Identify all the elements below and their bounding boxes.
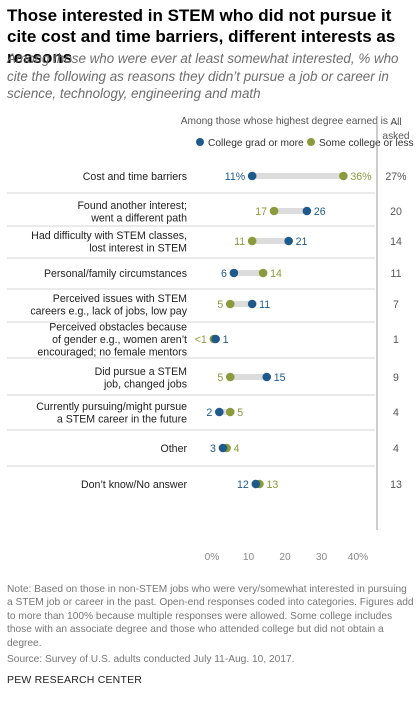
data-label-some-college: 5 [217, 299, 223, 311]
point-college [251, 479, 261, 489]
all-asked-value: 9 [393, 372, 399, 384]
x-tick-label: 10 [243, 552, 255, 563]
x-tick-label: 20 [279, 552, 291, 563]
all-asked-value: 1 [393, 334, 399, 346]
data-label-college: 26 [314, 206, 326, 218]
point-some-college [225, 372, 235, 382]
source-text: Source: Survey of U.S. adults conducted … [7, 654, 295, 665]
data-label-some-college: <1 [195, 334, 207, 346]
data-label-college: 11% [225, 171, 246, 183]
all-asked-value: 7 [393, 299, 399, 311]
x-tick-label: 30 [316, 552, 328, 563]
point-college [229, 268, 239, 278]
legend-label-college: College grad or more [208, 138, 304, 149]
chart-title: Those interested in STEM who did not pur… [7, 6, 396, 67]
group-header: Among those whose highest degree earned … [181, 116, 400, 127]
category-label: Personal/family circumstances [44, 268, 187, 280]
data-label-college: 1 [223, 334, 229, 346]
data-label-college: 6 [221, 268, 227, 280]
point-college [218, 443, 228, 453]
category-label: of gender e.g., women aren’t [52, 334, 187, 346]
chart-subtitle: Among those who were ever at least somew… [7, 51, 399, 101]
data-label-some-college: 11 [234, 236, 245, 248]
data-label-college: 21 [296, 236, 308, 248]
all-asked-value: 4 [393, 443, 399, 455]
category-label: encouraged; no female mentors [37, 347, 187, 359]
point-college [247, 299, 257, 309]
x-tick-label: 0% [205, 552, 220, 563]
all-asked-value: 14 [390, 236, 402, 248]
all-asked-value: 13 [390, 479, 402, 491]
category-label: a STEM career in the future [57, 413, 187, 425]
x-tick-label: 40% [348, 552, 368, 563]
data-label-college: 2 [206, 407, 212, 419]
category-label: Had difficulty with STEM classes, [31, 230, 187, 242]
category-label: Did pursue a STEM [95, 366, 187, 378]
category-label: Don’t know/No answer [81, 479, 187, 491]
all-asked-header-line-1: All [390, 117, 401, 128]
data-label-college: 11 [259, 299, 270, 311]
legend-swatch-college [196, 138, 204, 146]
category-label: careers e.g., lack of jobs, low pay [30, 305, 187, 317]
data-label-college: 12 [237, 479, 249, 491]
category-label: Cost and time barriers [83, 171, 187, 183]
category-label: went a different path [90, 212, 187, 224]
category-label: lost interest in STEM [89, 242, 187, 254]
data-label-some-college: 5 [217, 372, 223, 384]
point-college [284, 236, 293, 246]
data-label-some-college: 13 [266, 479, 278, 491]
point-college [262, 372, 272, 382]
all-asked-value: 11 [391, 268, 402, 280]
data-label-some-college: 36% [350, 171, 372, 183]
category-label: Perceived issues with STEM [53, 293, 187, 305]
note-text: Note: Based on those in non-STEM jobs wh… [7, 584, 414, 649]
point-college [247, 171, 257, 181]
category-label: job, changed jobs [103, 378, 187, 390]
chart-notes: Note: Based on those in non-STEM jobs wh… [7, 583, 415, 650]
point-some-college [225, 299, 235, 309]
data-label-college: 3 [210, 443, 216, 455]
data-label-some-college: 4 [234, 443, 240, 455]
all-asked-value: 27% [385, 171, 407, 183]
point-college [211, 334, 220, 344]
category-label: Currently pursuing/might pursue [36, 401, 187, 413]
data-label-some-college: 14 [270, 268, 282, 280]
org-name: PEW RESEARCH CENTER [7, 674, 143, 686]
all-asked-value: 4 [393, 407, 399, 419]
category-label: Found another interest; [77, 200, 187, 212]
point-college [302, 206, 312, 216]
dot-chart: Among those whose highest degree earned … [7, 116, 414, 563]
legend-swatch-some-college [307, 138, 315, 146]
data-label-some-college: 17 [255, 206, 267, 218]
all-asked-header-line-2: asked [382, 131, 410, 142]
data-label-some-college: 5 [237, 407, 243, 419]
legend-label-some-college: Some college or less [319, 138, 414, 149]
point-some-college [258, 268, 268, 278]
point-some-college [247, 236, 257, 246]
category-label: Other [161, 443, 188, 455]
data-label-college: 15 [274, 372, 286, 384]
category-label: Perceived obstacles because [49, 322, 187, 334]
all-asked-value: 20 [390, 206, 402, 218]
point-some-college [339, 171, 348, 181]
point-college [215, 407, 224, 417]
point-some-college [269, 206, 279, 216]
point-some-college [225, 407, 235, 417]
